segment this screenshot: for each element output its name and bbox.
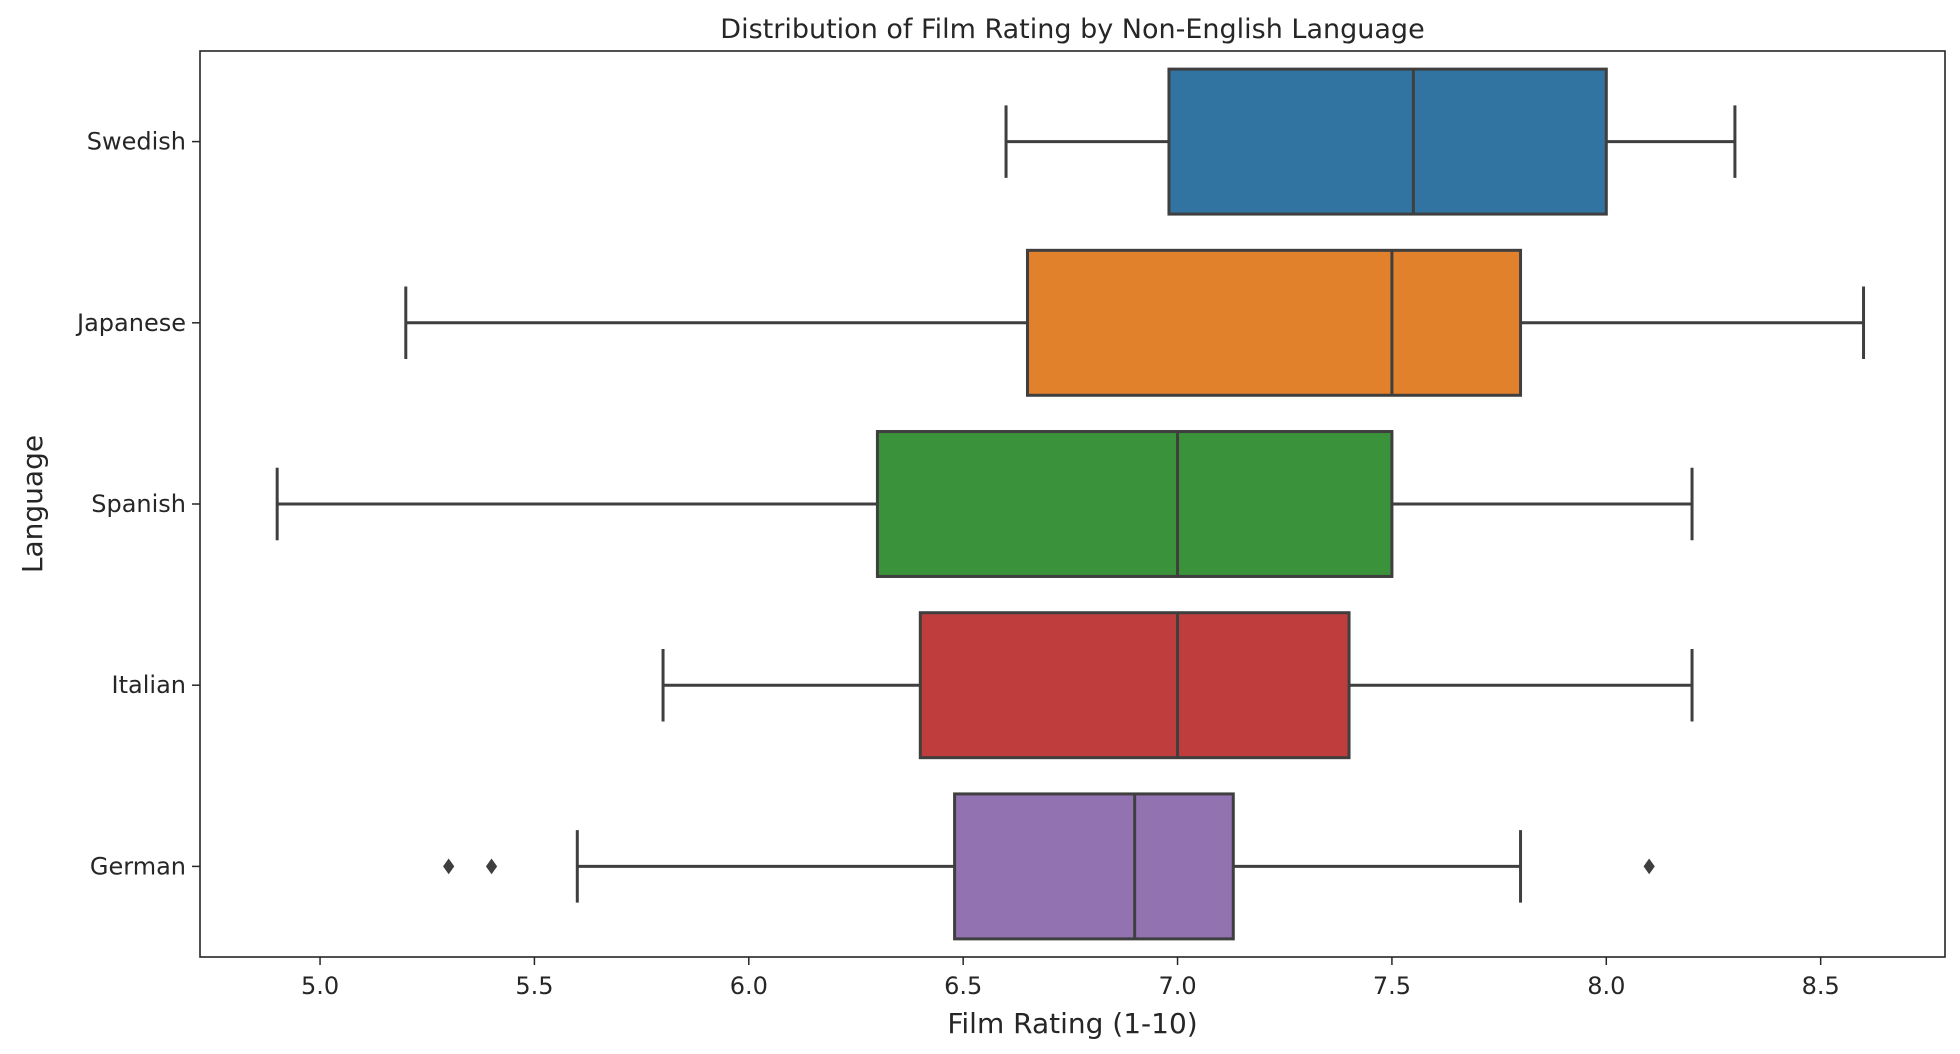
- outlier-german-1: [487, 859, 497, 873]
- box-german: [955, 794, 1234, 939]
- x-tick-label: 8.0: [1587, 972, 1625, 1000]
- y-tick-label-german: German: [90, 852, 186, 880]
- box-italian: [920, 613, 1349, 758]
- y-tick-label-italian: Italian: [112, 671, 186, 699]
- x-axis-label: Film Rating (1-10): [947, 1007, 1197, 1040]
- x-tick-label: 6.5: [944, 972, 982, 1000]
- chart-title: Distribution of Film Rating by Non-Engli…: [720, 14, 1424, 45]
- outlier-german-2: [1644, 859, 1654, 873]
- box-group-swedish: [1006, 69, 1735, 214]
- box-japanese: [1027, 250, 1520, 395]
- plot-area: 5.0 5.5 6.0 6.5 7.0 7.5 8.0 8.5 Swedish Japanese S…: [75, 69, 1864, 1000]
- box-group-italian: [663, 613, 1692, 758]
- box-group-spanish: [277, 432, 1692, 577]
- x-tick-label: 5.5: [515, 972, 553, 1000]
- box-group-japanese: [406, 250, 1864, 395]
- outlier-german-0: [444, 859, 454, 873]
- x-tick-label: 8.5: [1802, 972, 1840, 1000]
- y-axis-label: Language: [16, 435, 49, 573]
- x-tick-label: 7.5: [1373, 972, 1411, 1000]
- x-tick-label: 6.0: [730, 972, 768, 1000]
- y-tick-label-japanese: Japanese: [75, 309, 186, 337]
- box-group-german: [444, 794, 1654, 939]
- box-spanish: [877, 432, 1391, 577]
- x-tick-label: 5.0: [301, 972, 339, 1000]
- box-swedish: [1169, 69, 1606, 214]
- y-tick-label-spanish: Spanish: [91, 490, 186, 518]
- x-tick-label: 7.0: [1158, 972, 1196, 1000]
- y-tick-label-swedish: Swedish: [87, 128, 186, 156]
